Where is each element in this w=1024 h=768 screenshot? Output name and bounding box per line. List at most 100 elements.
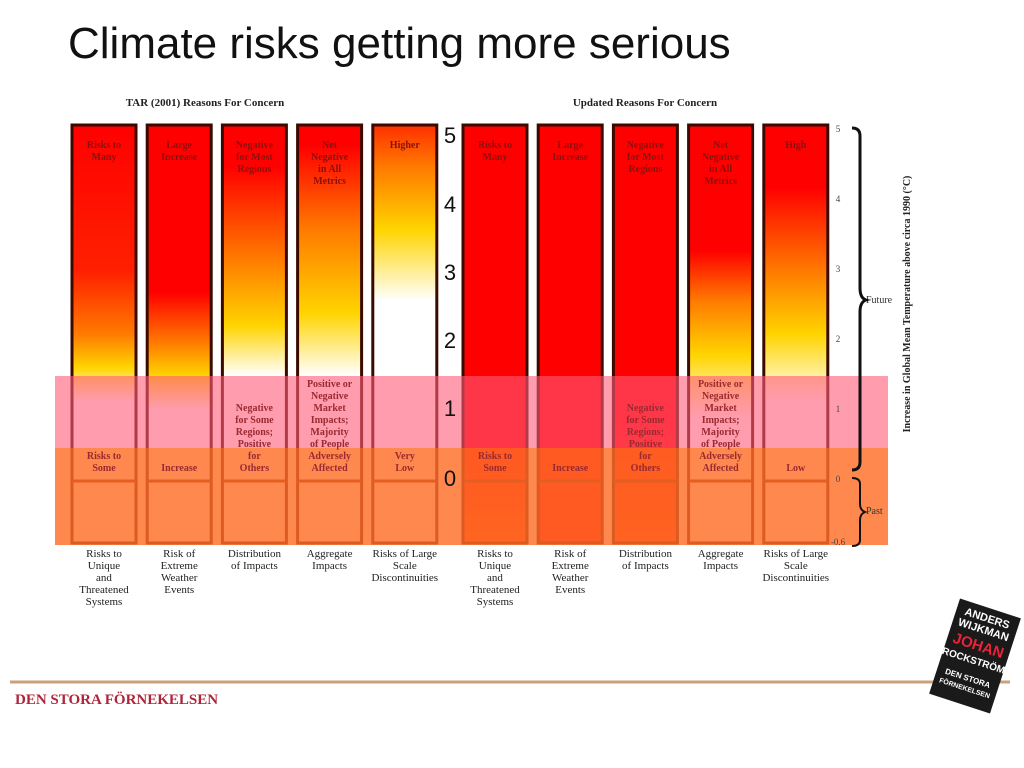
top-label: Increase (161, 152, 197, 163)
low-label: of People (310, 439, 350, 450)
scale-label: 1 (444, 396, 456, 421)
caption: Impacts (312, 560, 347, 572)
top-label: Large (166, 140, 192, 151)
caption: Threatened (79, 584, 129, 596)
caption: Events (164, 584, 194, 596)
low-label: Others (240, 463, 270, 474)
top-label: Negative (702, 152, 740, 163)
caption: Distribution (619, 548, 673, 560)
caption: Discontinuities (371, 572, 438, 584)
low-label: Risks to (478, 451, 512, 462)
low-label: Low (395, 463, 415, 474)
panel-heading: TAR (2001) Reasons For Concern (126, 97, 284, 109)
low-label: Negative (702, 391, 740, 402)
caption: Systems (86, 596, 123, 608)
low-label: Market (704, 403, 737, 414)
axis-tick-label: -0.6 (831, 537, 846, 547)
caption: Risks of Large (764, 548, 829, 560)
low-label: Regions; (627, 427, 664, 438)
top-label: High (785, 140, 807, 151)
top-label: Regions (237, 164, 271, 175)
top-label: Many (92, 152, 117, 163)
low-label: for Some (235, 415, 274, 426)
low-label: Negative (311, 391, 349, 402)
low-label: Positive or (698, 379, 744, 390)
caption: Threatened (470, 584, 520, 596)
top-label: Metrics (313, 176, 346, 187)
low-label: Majority (310, 427, 348, 438)
top-label: Risks to (478, 140, 512, 151)
top-label: Increase (552, 152, 588, 163)
caption: Unique (88, 560, 121, 572)
low-label: Impacts; (702, 415, 740, 426)
low-label: Adversely (699, 451, 742, 462)
top-label: for Most (236, 152, 273, 163)
top-label: Net (322, 140, 338, 151)
low-label: Market (313, 403, 346, 414)
low-label: for (639, 451, 652, 462)
caption: Scale (393, 560, 417, 572)
axis-tick-label: 3 (836, 264, 841, 274)
caption: Systems (477, 596, 514, 608)
low-label: Increase (161, 463, 197, 474)
low-label: Affected (312, 463, 349, 474)
scale-label: 4 (444, 192, 456, 217)
past-label: Past (866, 506, 883, 517)
caption: Risks to (86, 548, 122, 560)
top-label: Risks to (87, 140, 121, 151)
axis-tick-label: 1 (836, 404, 841, 414)
low-label: Positive (629, 439, 663, 450)
caption: Risk of (163, 548, 195, 560)
future-label: Future (866, 295, 893, 306)
low-label: Positive (238, 439, 272, 450)
panel-heading: Updated Reasons For Concern (573, 97, 717, 109)
caption: Discontinuities (762, 572, 829, 584)
axis-title: Increase in Global Mean Temperature abov… (902, 176, 913, 433)
top-label: Net (713, 140, 729, 151)
pink-band (55, 376, 888, 448)
low-label: Others (631, 463, 661, 474)
caption: Distribution (228, 548, 282, 560)
top-label: for Most (627, 152, 664, 163)
scale-label: 0 (444, 466, 456, 491)
top-label: Regions (628, 164, 662, 175)
low-label: Adversely (308, 451, 351, 462)
caption: Weather (552, 572, 589, 584)
top-label: Negative (627, 140, 665, 151)
low-label: Increase (552, 463, 588, 474)
top-label: in All (318, 164, 341, 175)
axis-tick-label: 4 (836, 194, 841, 204)
top-label: Negative (236, 140, 274, 151)
caption: and (96, 572, 112, 584)
book-body (929, 598, 1021, 714)
low-label: for (248, 451, 261, 462)
low-label: Positive or (307, 379, 353, 390)
caption: Risks of Large (373, 548, 438, 560)
low-label: Negative (236, 403, 274, 414)
scale-label: 2 (444, 328, 456, 353)
caption: Aggregate (307, 548, 353, 560)
orange-band (55, 448, 888, 545)
low-label: Regions; (236, 427, 273, 438)
caption: Events (555, 584, 585, 596)
low-label: Majority (701, 427, 739, 438)
low-label: Low (786, 463, 806, 474)
axis-tick-label: 5 (836, 124, 841, 134)
caption: Weather (161, 572, 198, 584)
top-label: Many (483, 152, 508, 163)
caption: and (487, 572, 503, 584)
scale-label: 5 (444, 123, 456, 148)
future-bracket (851, 126, 871, 472)
scale-label: 3 (444, 260, 456, 285)
top-label: Negative (311, 152, 349, 163)
low-label: Some (92, 463, 116, 474)
low-label: Very (395, 451, 415, 462)
caption: Impacts (703, 560, 738, 572)
axis-tick-label: 2 (836, 334, 841, 344)
caption: Scale (784, 560, 808, 572)
low-label: Risks to (87, 451, 121, 462)
caption: Unique (479, 560, 512, 572)
top-label: Large (557, 140, 583, 151)
